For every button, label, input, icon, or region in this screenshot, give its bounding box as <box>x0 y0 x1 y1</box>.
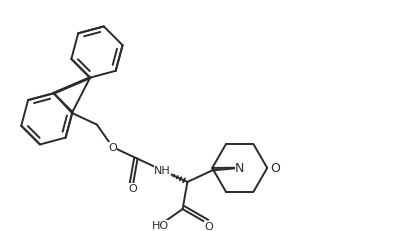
Text: O: O <box>270 162 280 175</box>
Text: N: N <box>235 162 245 175</box>
Text: O: O <box>128 183 137 193</box>
Text: O: O <box>204 221 213 231</box>
Text: NH: NH <box>154 166 171 176</box>
Text: HO: HO <box>152 220 169 230</box>
Text: O: O <box>108 143 117 152</box>
